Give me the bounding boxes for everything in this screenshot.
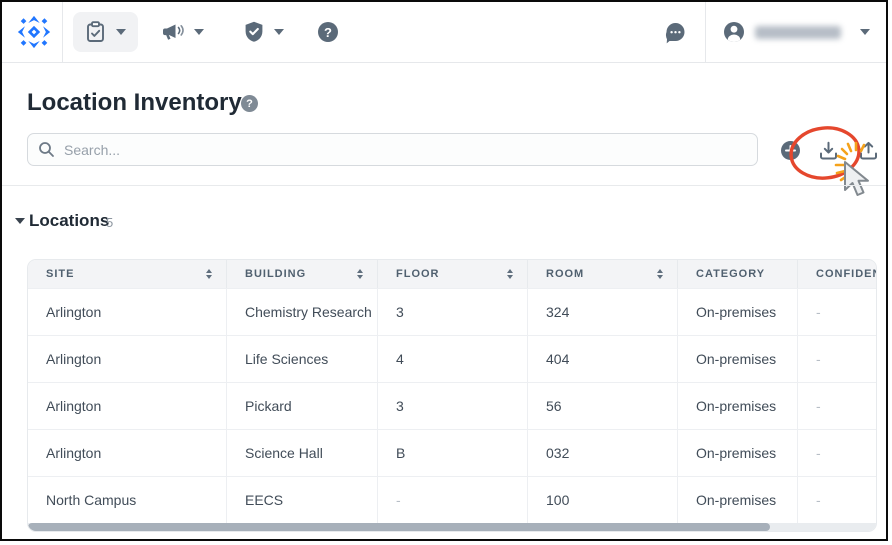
user-name-redacted: [755, 25, 841, 39]
table-row[interactable]: Arlington Pickard 3 56 On-premises -: [28, 382, 876, 429]
sort-icon[interactable]: [507, 269, 513, 279]
question-glyph: ?: [246, 97, 253, 110]
upload-tray-icon: [860, 141, 877, 160]
shield-check-icon: [244, 21, 264, 43]
table-row[interactable]: Arlington Life Sciences 4 404 On-premise…: [28, 335, 876, 382]
column-header-site[interactable]: SITE: [28, 260, 227, 288]
plus-circle-icon: [781, 141, 800, 160]
top-navbar: ?: [2, 2, 886, 63]
export-upload-button[interactable]: [858, 140, 879, 161]
section-title[interactable]: Locations: [29, 211, 110, 230]
nav-compliance-menu[interactable]: [234, 12, 294, 52]
user-menu[interactable]: [706, 20, 886, 44]
chevron-down-icon: [116, 29, 126, 35]
magnifier-icon: [39, 142, 54, 157]
table-row[interactable]: Arlington Chemistry Research 3 324 On-pr…: [28, 288, 876, 335]
chevron-down-icon: [860, 29, 870, 35]
navbar-divider: [705, 2, 706, 62]
section-count-badge: 5: [106, 215, 114, 230]
column-header-floor[interactable]: FLOOR: [378, 260, 528, 288]
column-header-confidentiality[interactable]: CONFIDENTIALITY: [798, 260, 876, 288]
megaphone-icon: [162, 22, 184, 42]
locations-table: SITE BUILDING FLOOR ROOM CATEGORY: [27, 259, 877, 532]
horizontal-scrollbar-thumb[interactable]: [28, 523, 770, 531]
clipboard-check-icon: [85, 21, 106, 43]
chevron-down-icon: [274, 29, 284, 35]
import-download-button[interactable]: [818, 140, 839, 161]
horizontal-scrollbar-track[interactable]: [28, 523, 876, 531]
chevron-down-icon: [194, 29, 204, 35]
column-header-room[interactable]: ROOM: [528, 260, 678, 288]
person-circle-icon: [724, 22, 744, 42]
title-help-icon[interactable]: ?: [241, 95, 258, 112]
mouse-cursor-icon: [844, 161, 869, 196]
chat-ellipsis-icon: [665, 22, 685, 43]
navbar-right-group: [664, 2, 886, 62]
download-tray-icon: [820, 141, 837, 160]
section-divider: [2, 185, 886, 186]
navbar-divider: [62, 2, 63, 62]
column-header-category[interactable]: CATEGORY: [678, 260, 798, 288]
sort-icon[interactable]: [657, 269, 663, 279]
nav-tasks-menu[interactable]: [73, 12, 138, 52]
page-title: Location Inventory: [27, 89, 242, 116]
table-row[interactable]: Arlington Science Hall B 032 On-premises…: [28, 429, 876, 476]
nav-announcements-menu[interactable]: [152, 13, 214, 51]
search-input[interactable]: [64, 141, 747, 158]
nav-help-button[interactable]: ?: [318, 22, 338, 42]
collapse-caret-icon[interactable]: [15, 218, 25, 224]
add-button[interactable]: [781, 141, 800, 160]
sort-icon[interactable]: [206, 269, 212, 279]
table-header-row: SITE BUILDING FLOOR ROOM CATEGORY: [28, 260, 876, 288]
diamond-grid-logo-icon: [17, 15, 51, 49]
table-row[interactable]: North Campus EECS - 100 On-premises -: [28, 476, 876, 523]
column-header-building[interactable]: BUILDING: [227, 260, 378, 288]
search-box: [27, 133, 758, 166]
app-logo[interactable]: [14, 12, 54, 52]
question-glyph: ?: [324, 24, 332, 40]
chat-button[interactable]: [664, 21, 687, 44]
sort-icon[interactable]: [357, 269, 363, 279]
